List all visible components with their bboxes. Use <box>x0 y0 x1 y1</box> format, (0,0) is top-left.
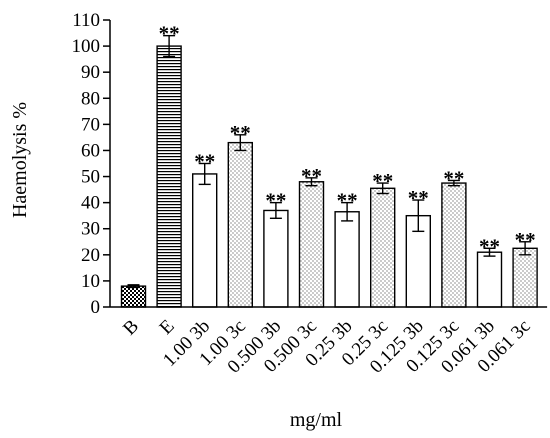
y-tick-label: 110 <box>72 10 100 31</box>
significance-label: ** <box>159 22 180 46</box>
y-tick-label: 100 <box>72 36 101 57</box>
y-tick-label: 80 <box>81 88 100 109</box>
bar <box>120 285 147 308</box>
x-axis-title: mg/ml <box>290 409 343 431</box>
significance-label: ** <box>408 186 429 210</box>
x-tick-label: B <box>119 316 143 340</box>
y-tick-label: 90 <box>81 62 100 83</box>
y-tick-label: 40 <box>81 193 100 214</box>
significance-label: ** <box>230 121 251 145</box>
y-tick-label: 0 <box>91 297 101 318</box>
bar <box>370 187 396 308</box>
significance-label: ** <box>301 164 322 188</box>
significance-label: ** <box>372 169 393 193</box>
x-tick-label: E <box>156 316 179 339</box>
x-axis: B E1.00 3b1.00 3c0.500 3b0.500 3c0.25 3b0… <box>110 306 548 378</box>
bars-group: ** ** ** ** ** ** ** ** ** ** ** <box>120 22 538 308</box>
bar <box>156 45 182 308</box>
significance-label: ** <box>479 234 500 258</box>
y-tick-label: 30 <box>81 219 100 240</box>
y-axis: 0 10 20 30 40 50 60 70 80 90 100 110 <box>72 10 111 318</box>
y-tick-label: 50 <box>81 167 100 188</box>
significance-label: ** <box>443 166 464 190</box>
bar <box>298 181 325 308</box>
significance-label: ** <box>265 189 286 213</box>
y-tick-label: 70 <box>81 114 100 135</box>
bar <box>512 247 538 308</box>
significance-label: ** <box>337 189 358 213</box>
bar <box>227 141 254 308</box>
bar <box>441 182 467 308</box>
bar <box>191 173 218 308</box>
bar <box>334 211 360 308</box>
bar <box>263 209 289 308</box>
significance-label: ** <box>194 150 215 174</box>
bar <box>476 251 503 308</box>
y-tick-label: 10 <box>81 271 100 292</box>
y-axis-title: Haemolysis % <box>9 102 31 218</box>
y-tick-label: 20 <box>81 245 100 266</box>
significance-label: ** <box>515 228 536 252</box>
y-tick-label: 60 <box>81 140 100 161</box>
